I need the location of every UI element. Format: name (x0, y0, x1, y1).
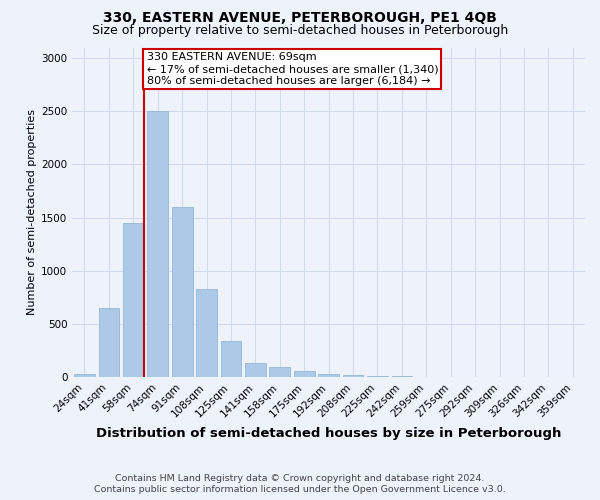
Bar (343, 376, 364, 377)
Bar (196, 288, 217, 377)
Bar (294, 371, 314, 377)
Bar (318, 374, 339, 377)
Bar (221, 341, 241, 377)
Text: 330 EASTERN AVENUE: 69sqm
← 17% of semi-detached houses are smaller (1,340)
80% : 330 EASTERN AVENUE: 69sqm ← 17% of semi-… (146, 52, 438, 86)
Bar (245, 363, 266, 377)
Y-axis label: Number of semi-detached properties: Number of semi-detached properties (27, 109, 37, 315)
Bar (392, 376, 412, 377)
Bar (123, 223, 143, 377)
Bar (269, 368, 290, 377)
Text: Contains HM Land Registry data © Crown copyright and database right 2024.
Contai: Contains HM Land Registry data © Crown c… (94, 474, 506, 494)
Text: Size of property relative to semi-detached houses in Peterborough: Size of property relative to semi-detach… (92, 24, 508, 37)
Bar (74, 374, 95, 377)
Text: 330, EASTERN AVENUE, PETERBOROUGH, PE1 4QB: 330, EASTERN AVENUE, PETERBOROUGH, PE1 4… (103, 11, 497, 25)
X-axis label: Distribution of semi-detached houses by size in Peterborough: Distribution of semi-detached houses by … (96, 427, 562, 440)
Bar (172, 207, 193, 377)
Bar (367, 376, 388, 377)
Bar (98, 308, 119, 377)
Bar (148, 112, 168, 377)
